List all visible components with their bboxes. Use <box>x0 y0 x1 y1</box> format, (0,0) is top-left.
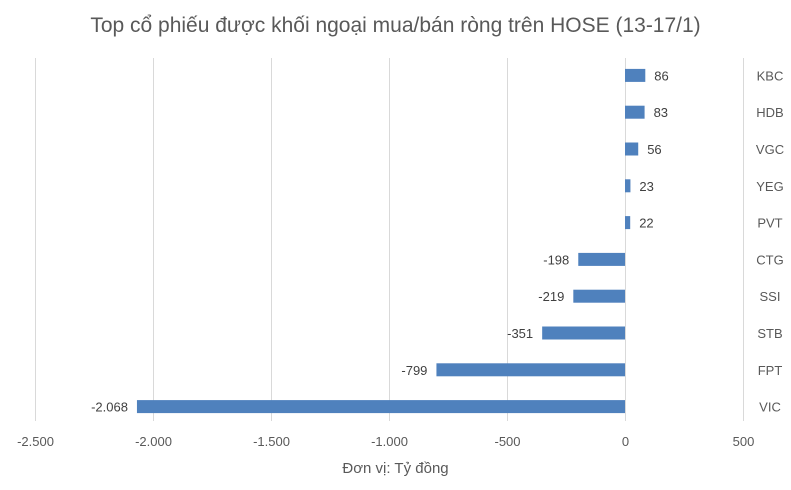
category-label: YEG <box>756 179 783 194</box>
bars <box>136 68 646 414</box>
data-label: -799 <box>401 363 427 378</box>
x-tick-label: 0 <box>622 434 629 449</box>
data-label: 86 <box>654 68 668 83</box>
category-label: CTG <box>756 252 783 267</box>
bar-pvt <box>625 216 631 230</box>
data-label: 23 <box>639 179 653 194</box>
data-label: 56 <box>647 142 661 157</box>
bar-yeg <box>625 179 631 193</box>
category-label: HDB <box>756 105 783 120</box>
x-tick-label: -2.500 <box>17 434 54 449</box>
x-tick-label: -1.500 <box>253 434 290 449</box>
bar-ctg <box>578 252 625 266</box>
x-tick-label: -1.000 <box>371 434 408 449</box>
x-tick-label: -500 <box>494 434 520 449</box>
data-label: 22 <box>639 216 653 231</box>
category-label: VIC <box>759 400 781 415</box>
data-label: -219 <box>538 289 564 304</box>
data-label: -2.068 <box>91 400 128 415</box>
bar-vic <box>136 400 625 414</box>
bar-stb <box>542 326 625 340</box>
x-axis-ticks: -2.500 -2.000 -1.500 -1.000 -500 0 500 <box>17 434 754 449</box>
category-label: VGC <box>756 142 784 157</box>
bar-kbc <box>625 68 646 82</box>
category-label: PVT <box>757 216 782 231</box>
x-tick-label: -2.000 <box>135 434 172 449</box>
data-label: -198 <box>543 252 569 267</box>
bar-ssi <box>573 289 625 303</box>
gridlines <box>35 58 744 421</box>
x-tick-label: 500 <box>733 434 755 449</box>
category-label: FPT <box>758 363 783 378</box>
category-label: STB <box>757 326 782 341</box>
data-label: -351 <box>507 326 533 341</box>
data-labels: 86 83 56 23 22 -198 -219 -351 -799 -2.068 <box>91 68 669 414</box>
bar-hdb <box>625 105 645 119</box>
chart-title: Top cổ phiếu được khối ngoại mua/bán ròn… <box>90 14 701 37</box>
category-label: SSI <box>760 289 781 304</box>
bar-fpt <box>436 363 625 377</box>
category-labels: KBC HDB VGC YEG PVT CTG SSI STB FPT VIC <box>756 68 784 414</box>
data-label: 83 <box>654 105 668 120</box>
category-label: KBC <box>757 68 784 83</box>
x-axis-title: Đơn vị: Tỷ đồng <box>342 460 449 477</box>
bar-vgc <box>625 142 639 156</box>
